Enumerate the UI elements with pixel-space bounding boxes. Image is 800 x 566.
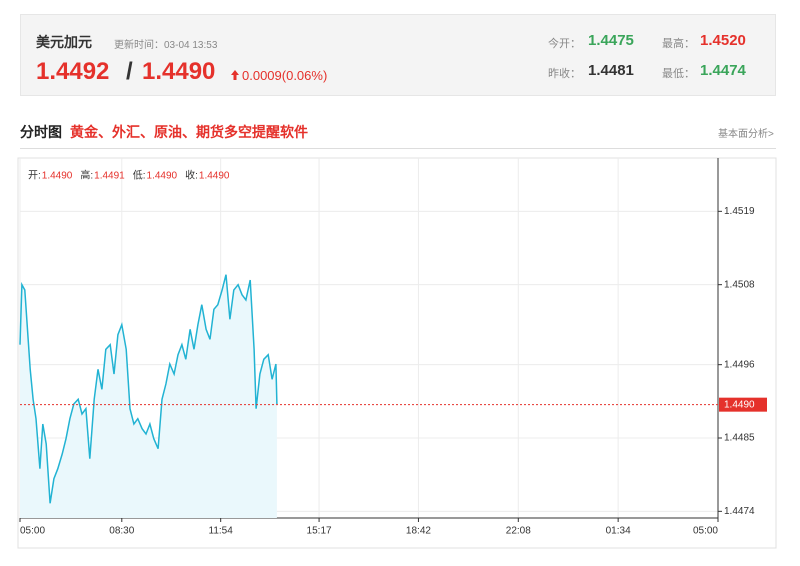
analysis-link[interactable]: 基本面分析> xyxy=(718,129,774,140)
ohlc-value: 1.4491 xyxy=(94,171,125,182)
change: 0.0009(0.06%) xyxy=(242,68,328,83)
update-time: 更新时间：03-04 13:53 xyxy=(114,40,218,51)
ohlc-label: 高: xyxy=(80,169,93,182)
stat-label: 最低： xyxy=(662,68,695,80)
x-tick-label: 15:17 xyxy=(307,526,332,537)
quote-header xyxy=(20,14,776,96)
price-line xyxy=(19,274,278,504)
pair-title: 美元加元 xyxy=(36,34,92,50)
stat-value: 1.4520 xyxy=(700,32,746,49)
stat-label: 今开： xyxy=(548,38,581,50)
stat-label: 最高： xyxy=(662,38,695,50)
y-tick-label: 1.4496 xyxy=(724,359,755,370)
chart-frame xyxy=(17,157,777,549)
bid-price: 1.4492 xyxy=(36,58,110,85)
ohlc-label: 开: xyxy=(28,171,41,182)
x-tick-label: 22:08 xyxy=(506,526,531,537)
ohlc-label: 低: xyxy=(133,169,146,182)
x-tick-label: 05:00 xyxy=(20,526,45,537)
x-tick-label: 05:00 xyxy=(693,526,718,537)
ohlc-value: 1.4490 xyxy=(42,171,73,182)
area-fill xyxy=(20,274,277,518)
x-tick-label: 18:42 xyxy=(406,526,431,537)
divider xyxy=(20,148,776,149)
x-tick-label: 08:30 xyxy=(109,526,134,537)
separator: / xyxy=(126,58,133,85)
y-tick-label: 1.4519 xyxy=(724,206,755,217)
ohlc-value: 1.4490 xyxy=(199,171,230,182)
y-tick-label: 1.4485 xyxy=(724,433,755,444)
promo-link[interactable]: 黄金、外汇、原油、期货多空提醒软件 xyxy=(70,124,308,140)
stat-label: 昨收： xyxy=(548,68,581,80)
x-tick-label: 11:54 xyxy=(209,526,234,537)
y-tick-label: 1.4474 xyxy=(724,506,755,517)
y-tick-label: 1.4508 xyxy=(724,279,755,290)
stat-value: 1.4474 xyxy=(700,62,746,79)
ohlc-label: 收: xyxy=(185,169,198,182)
stat-value: 1.4475 xyxy=(588,32,634,49)
current-price-tag xyxy=(719,397,767,412)
stat-value: 1.4481 xyxy=(588,62,634,79)
section-title: 分时图 xyxy=(20,124,62,140)
ohlc-value: 1.4490 xyxy=(147,171,178,182)
up-arrow xyxy=(231,70,239,80)
current-price-label: 1.4490 xyxy=(724,399,755,410)
ask-price: 1.4490 xyxy=(142,58,216,85)
x-tick-label: 01:34 xyxy=(606,526,631,537)
